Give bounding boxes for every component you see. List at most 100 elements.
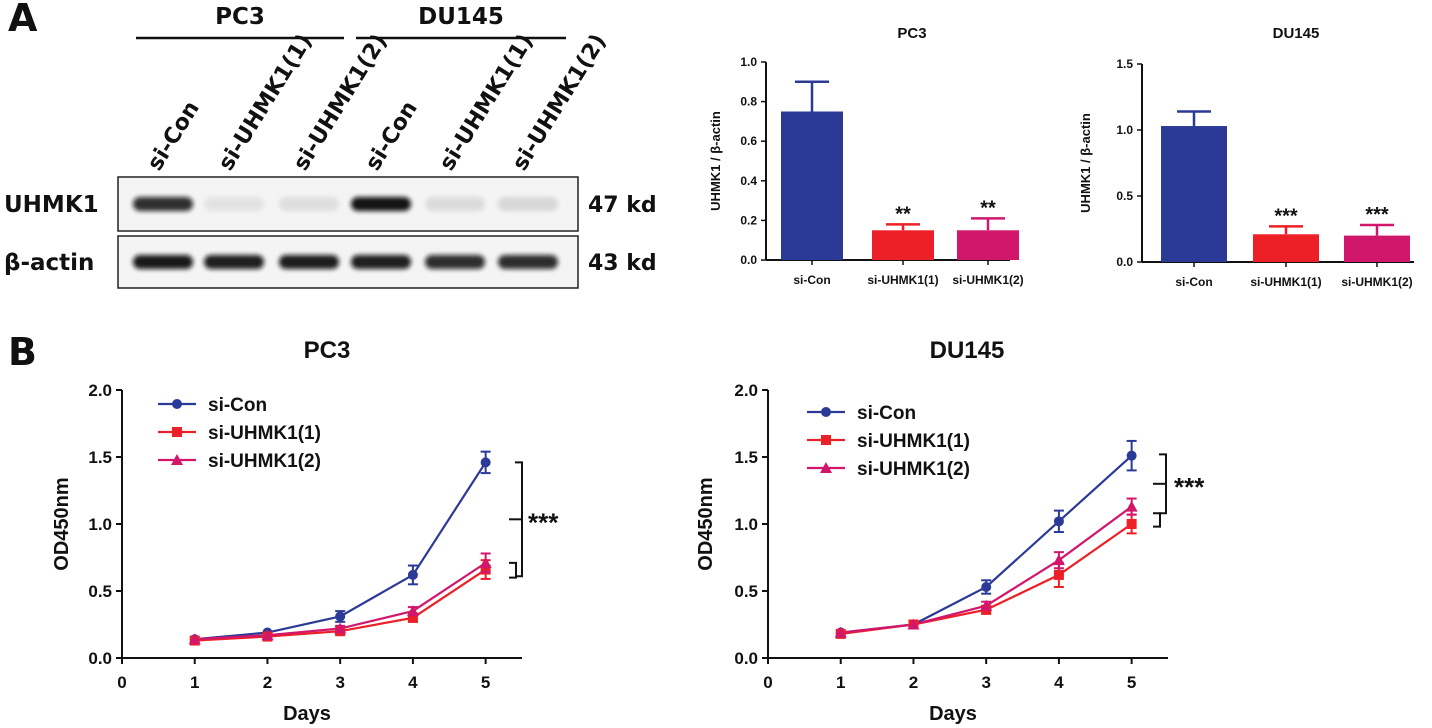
data-point: [1126, 519, 1137, 529]
y-axis-label: OD450nm: [51, 477, 73, 570]
lane-label: si-Con: [361, 97, 423, 175]
blot-band: [204, 197, 264, 211]
y-tick-label: 0.5: [1116, 189, 1133, 203]
data-point: [980, 599, 993, 611]
y-tick-label: 1.0: [1116, 123, 1133, 137]
x-axis-label: Days: [929, 703, 977, 725]
bar-chart-du145: DU145 UHMK1 / β-actin 0.0 0.5 1.0 1.5 si-Con si…: [1078, 25, 1414, 289]
blot-band: [279, 197, 339, 211]
y-tick-label: 1.5: [88, 448, 112, 467]
x-tick-label: si-UHMK1(2): [952, 273, 1023, 287]
y-tick-label: 0.6: [740, 134, 757, 148]
bar: [781, 111, 843, 260]
blot-band: [425, 255, 485, 269]
bar: [872, 230, 934, 260]
bar: [1161, 126, 1227, 262]
y-tick-label: 1.5: [1116, 57, 1133, 71]
data-point: [981, 581, 992, 592]
blot-band: [133, 197, 193, 211]
legend-label: si-UHMK1(2): [857, 459, 970, 480]
legend-label: si-Con: [208, 395, 267, 416]
data-point: [334, 622, 347, 634]
blot-band: [133, 255, 193, 269]
x-tick-label: si-UHMK1(2): [1341, 275, 1412, 289]
data-point: [480, 457, 491, 468]
series-line: [840, 523, 1133, 635]
y-tick-label: 0.0: [734, 649, 758, 668]
significance-bracket: [1153, 512, 1161, 528]
data-point: [1053, 516, 1064, 527]
legend-label: si-Con: [857, 403, 916, 424]
blot-band: [204, 255, 264, 269]
data-point: [172, 399, 182, 409]
y-tick-label: 1.0: [734, 515, 758, 534]
protein-label: UHMK1: [4, 192, 99, 218]
bar: [957, 230, 1019, 260]
y-tick-label: 1.0: [740, 55, 757, 69]
y-axis-label: UHMK1 / β-actin: [1078, 113, 1093, 213]
x-tick-label: si-Con: [1175, 275, 1212, 289]
y-tick-label: 0.0: [1116, 255, 1133, 269]
y-tick-label: 0.5: [88, 582, 112, 601]
x-tick-label: 0: [763, 673, 772, 692]
y-tick-label: 0.0: [740, 253, 757, 267]
x-tick-label: 5: [481, 673, 490, 692]
blot-band: [498, 255, 558, 269]
blot-band: [351, 197, 411, 211]
x-tick-label: 1: [836, 673, 845, 692]
x-tick-label: 1: [190, 673, 199, 692]
chart-title: DU145: [1273, 25, 1320, 42]
size-label: 47 kd: [588, 193, 657, 218]
blot-band: [425, 197, 485, 211]
x-tick-label: 2: [909, 673, 918, 692]
x-tick-label: si-UHMK1(1): [1250, 275, 1321, 289]
y-tick-label: 0.5: [734, 582, 758, 601]
protein-label: β-actin: [4, 250, 94, 276]
significance-label: **: [895, 203, 911, 225]
legend-label: si-UHMK1(2): [208, 451, 321, 472]
data-point: [406, 605, 419, 617]
x-tick-label: 3: [981, 673, 990, 692]
data-point: [1053, 569, 1064, 580]
data-point: [821, 407, 831, 417]
data-point: [407, 612, 418, 623]
x-tick-label: 0: [117, 673, 126, 692]
data-point: [188, 633, 201, 645]
data-point: [821, 435, 831, 445]
lane-label: si-Con: [143, 97, 205, 175]
significance-bracket: [509, 561, 517, 579]
data-point: [1126, 450, 1137, 461]
x-tick-label: 4: [408, 673, 418, 692]
data-point: [1125, 500, 1138, 512]
y-axis-label: OD450nm: [695, 477, 717, 570]
significance-label: ***: [528, 507, 559, 537]
panel-label-b: B: [8, 330, 37, 374]
legend-label: si-UHMK1(1): [208, 423, 321, 444]
y-tick-label: 0.2: [740, 213, 757, 227]
x-tick-label: si-Con: [793, 273, 830, 287]
y-tick-label: 1.5: [734, 448, 758, 467]
y-tick-label: 0.8: [740, 95, 757, 109]
data-point: [335, 611, 346, 622]
line-chart-du145: DU145 OD450nm Days 0.0 0.5 1.0 1.5 2.0 0 1 2 3 4 5 si-…: [695, 337, 1205, 725]
panel-label-a: A: [8, 0, 38, 40]
line-chart-pc3: PC3 OD450nm Days 0.0 0.5 1.0 1.5 2.0 0 1 2 3 4 5 si-Co…: [51, 337, 559, 725]
data-point: [172, 427, 182, 437]
size-label: 43 kd: [588, 251, 657, 276]
x-tick-label: 2: [263, 673, 272, 692]
data-point: [820, 462, 832, 473]
bar: [1253, 234, 1319, 262]
chart-title: DU145: [930, 337, 1005, 364]
cell-line-label: DU145: [418, 4, 504, 30]
y-axis-label: UHMK1 / β-actin: [708, 111, 723, 211]
data-point: [1052, 554, 1065, 566]
y-tick-label: 0.0: [88, 649, 112, 668]
x-tick-label: 5: [1127, 673, 1136, 692]
chart-title: PC3: [897, 25, 926, 42]
data-point: [171, 454, 183, 465]
data-point: [907, 618, 920, 630]
data-point: [261, 629, 274, 641]
y-tick-label: 2.0: [734, 381, 758, 400]
bar: [1344, 235, 1410, 262]
